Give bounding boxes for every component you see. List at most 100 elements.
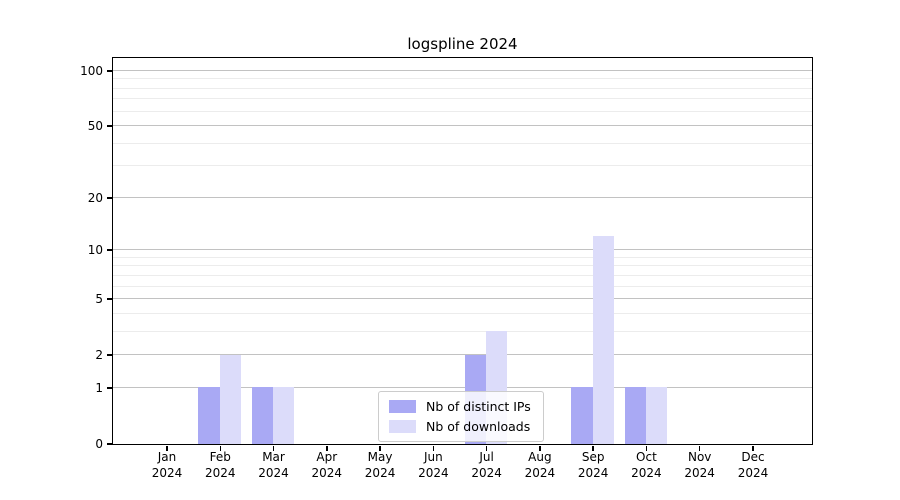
gridline-minor: [112, 98, 812, 100]
legend-label: Nb of downloads: [426, 419, 531, 434]
x-axis-tick: [645, 445, 648, 451]
y-tick-label: 1: [95, 380, 103, 395]
x-tick-label: May 2024: [350, 450, 410, 481]
x-tick-label-year: 2024: [577, 465, 609, 480]
x-tick-label-year: 2024: [737, 465, 769, 480]
x-tick-label-year: 2024: [524, 465, 556, 480]
x-tick-label-year: 2024: [684, 465, 715, 480]
y-tick-label: 50: [87, 119, 103, 134]
gridline-major: [112, 196, 812, 198]
x-axis-tick: [379, 445, 381, 451]
gridline-minor: [112, 265, 812, 267]
x-tick-label: Aug 2024: [510, 450, 570, 481]
gridline-major: [112, 354, 812, 356]
bar-distinct-ips: [251, 387, 274, 444]
y-axis-tick: [106, 197, 112, 199]
gridline-minor: [112, 274, 812, 276]
x-tick-label-month: Aug: [528, 450, 552, 464]
x-tick-label-month: Oct: [636, 450, 657, 464]
bar-downloads: [273, 387, 295, 444]
y-tick-label: 2: [95, 348, 103, 363]
x-axis-tick: [166, 445, 168, 451]
x-tick-label-year: 2024: [311, 465, 343, 480]
x-tick-label: Jun 2024: [403, 450, 463, 481]
gridline-major: [112, 69, 812, 71]
x-tick-label-month: Apr: [316, 450, 338, 464]
x-tick-label-month: Jun: [423, 450, 443, 464]
x-tick-label-month: Mar: [262, 450, 285, 464]
x-tick-label: Sep 2024: [563, 450, 623, 481]
bar-distinct-ips: [624, 387, 646, 444]
y-axis-tick: [106, 125, 112, 127]
x-tick-label: Oct 2024: [616, 450, 676, 481]
gridline-minor: [112, 165, 812, 167]
x-tick-label-year: 2024: [151, 465, 183, 480]
bar-downloads: [645, 387, 668, 444]
gridline-minor: [112, 78, 812, 80]
x-axis-tick: [592, 445, 594, 451]
x-axis-tick: [326, 445, 328, 451]
gridline-minor: [112, 142, 812, 144]
x-tick-label: Nov 2024: [670, 450, 730, 481]
chart-title: logspline 2024: [407, 35, 518, 53]
x-axis-tick: [219, 445, 222, 451]
x-axis-tick: [539, 445, 541, 451]
x-tick-label-year: 2024: [258, 465, 289, 480]
legend-swatch-distinct-ips: [389, 400, 416, 413]
bar-downloads: [592, 236, 614, 444]
x-tick-label-year: 2024: [471, 465, 502, 480]
y-axis-tick: [106, 354, 112, 356]
gridline-minor: [112, 256, 812, 258]
y-tick-label: 5: [95, 292, 103, 307]
x-tick-label-year: 2024: [364, 465, 396, 480]
x-axis-tick: [698, 445, 701, 451]
bar-downloads: [219, 354, 242, 444]
x-axis-tick: [272, 445, 275, 451]
bar-distinct-ips: [571, 387, 593, 444]
x-tick-label-month: May: [367, 450, 393, 464]
y-tick-label: 100: [80, 63, 103, 78]
plot-area: [111, 56, 813, 445]
legend-row: Nb of downloads: [389, 419, 531, 434]
x-tick-label-month: Jul: [479, 450, 494, 464]
legend-swatch-downloads: [389, 420, 416, 433]
gridline-minor: [112, 312, 812, 314]
gridline-minor: [112, 110, 812, 112]
x-tick-label-month: Nov: [687, 450, 712, 464]
gridline-major: [112, 386, 812, 388]
x-tick-label-month: Jan: [157, 450, 177, 464]
gridline-minor: [112, 87, 812, 89]
gridline-major: [112, 298, 812, 300]
x-tick-label: Dec 2024: [723, 450, 783, 481]
x-axis-tick: [432, 445, 435, 451]
x-axis-tick: [485, 445, 488, 451]
x-tick-label: Mar 2024: [244, 450, 304, 481]
x-tick-label: Jul 2024: [457, 450, 517, 481]
legend-label: Nb of distinct IPs: [426, 399, 531, 414]
x-tick-label-month: Feb: [209, 450, 231, 464]
x-tick-label: Feb 2024: [190, 450, 250, 481]
y-axis-tick: [106, 443, 112, 445]
y-axis-tick: [106, 70, 112, 72]
y-tick-label: 20: [87, 190, 103, 205]
bar-distinct-ips: [198, 387, 220, 444]
x-tick-label-year: 2024: [204, 465, 236, 480]
gridline-minor: [112, 330, 812, 332]
legend: Nb of distinct IPs Nb of downloads: [378, 391, 544, 442]
gridline-minor: [112, 285, 812, 287]
y-tick-label: 0: [95, 437, 103, 451]
legend-row: Nb of distinct IPs: [389, 399, 531, 414]
gridline-major: [112, 249, 812, 251]
y-axis-tick: [106, 249, 112, 251]
x-tick-label-month: Sep: [581, 450, 605, 464]
x-axis-tick: [752, 445, 754, 451]
x-tick-label-month: Dec: [741, 450, 765, 464]
y-axis-tick: [106, 298, 112, 300]
x-tick-label: Apr 2024: [297, 450, 357, 481]
y-tick-label: 10: [87, 243, 103, 258]
x-tick-label-year: 2024: [418, 465, 449, 480]
x-tick-label: Jan 2024: [137, 450, 197, 481]
y-axis-tick: [106, 387, 112, 389]
x-tick-label-year: 2024: [631, 465, 662, 480]
